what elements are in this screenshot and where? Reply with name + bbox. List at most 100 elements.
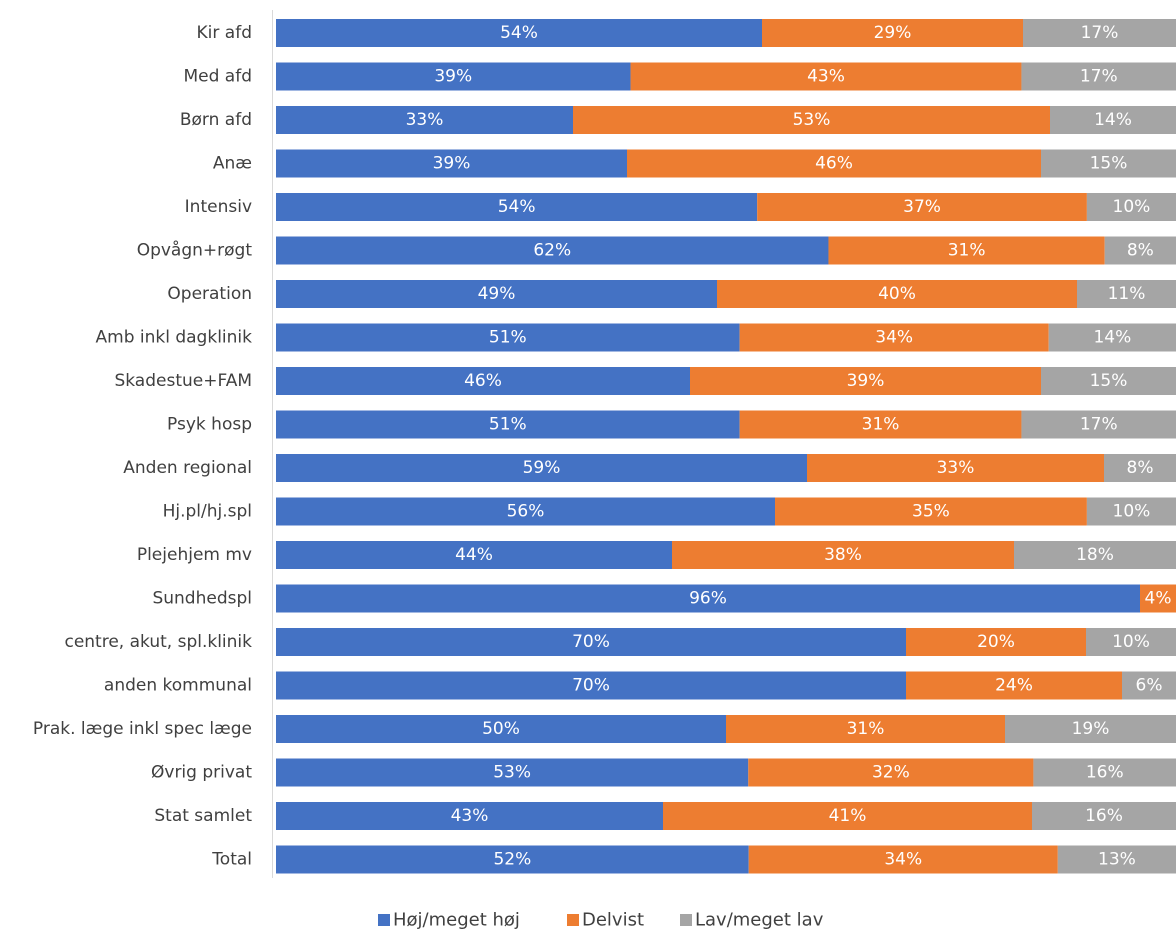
bar-segment <box>276 19 762 47</box>
bar-segment <box>717 280 1077 308</box>
data-label: 44% <box>455 545 493 565</box>
bar-segment <box>1041 149 1176 178</box>
bar-segment <box>276 497 776 526</box>
bar-segment <box>276 845 749 874</box>
legend-label: Lav/meget lav <box>695 910 824 931</box>
bar-segment <box>276 236 829 265</box>
bar-segment <box>1021 410 1176 439</box>
bar-segment <box>1023 19 1176 47</box>
category-label: Stat samlet <box>154 806 252 826</box>
legend-swatch <box>378 914 390 926</box>
data-label: 16% <box>1085 806 1123 826</box>
data-label: 10% <box>1113 197 1151 217</box>
bar-segment <box>663 802 1032 830</box>
data-label: 10% <box>1113 502 1151 522</box>
legend-label: Delvist <box>582 910 644 931</box>
bar-segment <box>276 715 726 743</box>
category-label: Anæ <box>213 154 252 174</box>
category-label: Total <box>211 850 252 870</box>
data-label: 50% <box>482 719 520 739</box>
data-label: 31% <box>948 241 986 261</box>
category-label: Psyk hosp <box>167 415 252 435</box>
bar-segment <box>276 628 906 656</box>
category-label: Med afd <box>183 67 252 87</box>
bar-segment <box>630 62 1022 91</box>
data-label: 62% <box>533 241 571 261</box>
bar-segment <box>1086 193 1176 221</box>
legend-label: Høj/meget høj <box>393 910 520 931</box>
data-label: 43% <box>807 67 845 87</box>
bar-segment <box>690 367 1041 395</box>
legend-swatch <box>567 914 579 926</box>
data-label: 15% <box>1090 154 1128 174</box>
data-label: 43% <box>451 806 489 826</box>
data-label: 53% <box>793 110 831 130</box>
bar-segment <box>276 323 740 352</box>
data-label: 18% <box>1076 545 1114 565</box>
bar-segment <box>1104 236 1176 265</box>
bar-segment <box>748 845 1058 874</box>
data-label: 52% <box>493 850 531 870</box>
category-label: Plejehjem mv <box>137 545 252 565</box>
category-label: Skadestue+FAM <box>114 371 252 391</box>
bar-segment <box>1014 541 1176 569</box>
category-labels: Kir afd Med afd Børn afd Anæ Intensiv Opvågn+… <box>33 23 252 870</box>
bar-segment <box>276 149 627 178</box>
data-label: 11% <box>1108 284 1146 304</box>
data-label: 54% <box>500 23 538 43</box>
bar-segment <box>276 280 717 308</box>
bar-segment <box>1048 323 1176 352</box>
data-label: 10% <box>1112 632 1150 652</box>
bar-segment <box>276 106 573 134</box>
bar-segment <box>828 236 1105 265</box>
bar-segment <box>748 758 1034 787</box>
bar-segment <box>757 193 1087 221</box>
data-label: 16% <box>1086 763 1124 783</box>
bar-segment <box>1033 758 1176 787</box>
bar-segment <box>1122 671 1176 700</box>
bar-segment <box>627 149 1041 178</box>
legend-swatch <box>680 914 692 926</box>
bar-segment <box>1104 454 1176 482</box>
bar-segment <box>1050 106 1176 134</box>
bar-segment <box>1086 497 1176 526</box>
bar-segment <box>807 454 1104 482</box>
bar-segment <box>276 367 690 395</box>
data-label: 17% <box>1080 67 1118 87</box>
data-label: 31% <box>862 415 900 435</box>
data-label: 40% <box>878 284 916 304</box>
bar-segment <box>739 410 1022 439</box>
data-label: 33% <box>406 110 444 130</box>
data-label: 8% <box>1127 241 1154 261</box>
bar-segment <box>276 62 631 91</box>
bar-segment <box>1032 802 1176 830</box>
data-label: 59% <box>523 458 561 478</box>
legend: Høj/meget høj Delvist Lav/meget lav <box>378 910 824 931</box>
bar-segment <box>276 758 749 787</box>
data-label: 4% <box>1145 589 1172 609</box>
data-label: 14% <box>1093 328 1131 348</box>
bar-segment <box>1041 367 1176 395</box>
data-label: 19% <box>1072 719 1110 739</box>
data-label: 46% <box>815 154 853 174</box>
bar-segment <box>1140 584 1176 613</box>
data-label: 32% <box>872 763 910 783</box>
bar-segment <box>762 19 1023 47</box>
bar-segment <box>276 802 663 830</box>
bar-segment <box>573 106 1050 134</box>
category-label: Hj.pl/hj.spl <box>163 502 252 522</box>
data-label: 17% <box>1081 23 1119 43</box>
category-label: Intensiv <box>185 197 252 217</box>
data-label: 39% <box>434 67 472 87</box>
data-label: 38% <box>824 545 862 565</box>
category-label: Amb inkl dagklinik <box>96 328 253 348</box>
bar-segment <box>276 193 758 221</box>
data-label: 31% <box>847 719 885 739</box>
bar-segments <box>276 19 1176 874</box>
data-label: 51% <box>489 328 527 348</box>
data-label: 39% <box>847 371 885 391</box>
data-label: 24% <box>995 676 1033 696</box>
bar-segment <box>672 541 1014 569</box>
data-label: 33% <box>937 458 975 478</box>
